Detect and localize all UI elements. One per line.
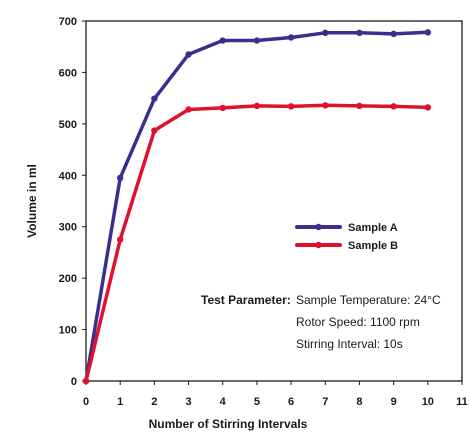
data-point-sample-a (356, 29, 363, 37)
plot-area (85, 20, 463, 382)
x-tick-label: 2 (151, 396, 157, 408)
legend-label-sample-a: Sample A (348, 222, 398, 234)
test-parameter-label: Test Parameter: (201, 293, 291, 307)
x-tick-label: 3 (185, 396, 191, 408)
data-point-sample-b (390, 103, 397, 110)
data-point-sample-b (253, 102, 261, 110)
test-parameter-annotation: Test Parameter: Sample Temperature: 24°C… (201, 293, 441, 351)
x-tick-label: 7 (322, 396, 328, 408)
x-tick-label: 0 (83, 396, 89, 408)
y-tick-label: 100 (59, 325, 77, 337)
data-point-sample-a (219, 37, 226, 44)
y-tick-label: 300 (59, 222, 77, 234)
legend-label-sample-b: Sample B (348, 240, 398, 252)
data-point-sample-a (424, 29, 432, 36)
data-point-sample-a (287, 34, 295, 41)
data-point-sample-b (219, 104, 226, 112)
data-point-sample-b (185, 106, 192, 113)
legend-marker-sample-a (315, 223, 322, 231)
y-tick-label: 600 (59, 67, 77, 79)
data-point-sample-a (151, 95, 158, 102)
test-parameter-rotor-speed: Rotor Speed: 1100 rpm (296, 315, 420, 329)
x-tick-label: 8 (356, 396, 362, 408)
series-layer (82, 29, 432, 385)
y-tick-label: 400 (59, 170, 77, 182)
data-point-sample-a (116, 174, 124, 182)
data-point-sample-b (287, 103, 295, 110)
y-tick-label: 500 (59, 119, 77, 131)
x-tick-label: 9 (391, 396, 397, 408)
data-point-sample-a (253, 37, 261, 44)
data-point-sample-b (116, 236, 124, 243)
data-point-sample-b (82, 377, 90, 385)
data-point-sample-b (356, 102, 363, 110)
legend-marker-sample-b (315, 241, 322, 249)
data-point-sample-b (424, 104, 432, 111)
data-point-sample-a (390, 30, 397, 38)
y-axis: 0 100 200 300 400 500 600 700 (59, 16, 86, 388)
x-tick-label: 10 (422, 396, 434, 408)
x-axis: 0 1 2 3 4 5 6 7 8 9 10 11 (83, 381, 468, 408)
x-tick-label: 5 (254, 396, 260, 408)
y-tick-label: 200 (59, 273, 77, 285)
data-point-sample-b (322, 102, 329, 109)
x-tick-label: 11 (456, 396, 468, 408)
x-tick-label: 1 (117, 396, 123, 408)
y-tick-label: 700 (59, 16, 77, 28)
data-point-sample-a (322, 29, 329, 37)
data-point-sample-b (151, 127, 158, 134)
y-tick-label: 0 (71, 376, 77, 388)
x-tick-label: 4 (220, 396, 227, 408)
x-axis-title: Number of Stirring Intervals (149, 417, 308, 431)
x-tick-label: 6 (288, 396, 294, 408)
y-axis-title: Volume in ml (25, 164, 39, 238)
test-parameter-stirring-interval: Stirring Interval: 10s (296, 337, 403, 351)
test-parameter-temperature: Sample Temperature: 24°C (296, 293, 441, 307)
plot-frame (85, 20, 463, 382)
legend: Sample A Sample B (295, 222, 398, 252)
data-point-sample-a (185, 51, 192, 58)
